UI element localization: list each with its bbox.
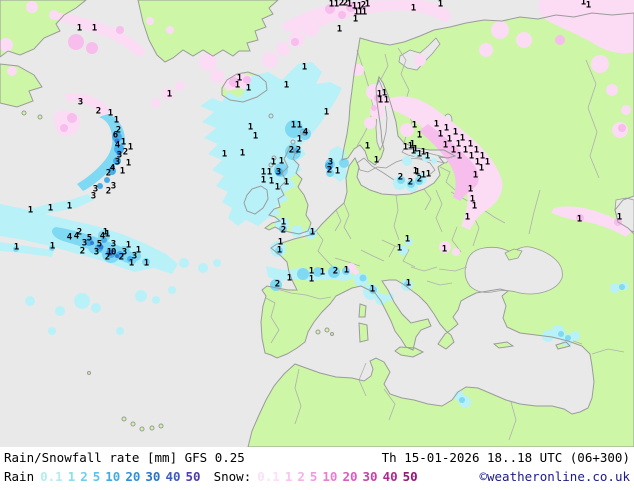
snow-mid-layer — [60, 2, 626, 226]
copyright-text: ©weatheronline.co.uk — [479, 469, 630, 484]
borders — [265, 47, 625, 441]
scale-value: 30 — [145, 469, 161, 484]
crimea — [504, 248, 523, 261]
scale-value: 50 — [402, 469, 418, 484]
legend-bar: Rain/Snowfall rate [mm] GFS 0.25 Th 15-0… — [0, 447, 634, 490]
map-svg — [0, 0, 634, 447]
scale-value: 2 — [297, 469, 305, 484]
scale-value: 1 — [67, 469, 76, 484]
scale-value: 40 — [382, 469, 398, 484]
rain-mid-layer — [13, 114, 625, 403]
map-datetime: Th 15-01-2026 18..18 UTC (06+300) — [381, 450, 630, 465]
scale-value: 10 — [322, 469, 338, 484]
scale-value: 20 — [125, 469, 141, 484]
scale-value: 2 — [80, 469, 88, 484]
scale-value: 50 — [185, 469, 201, 484]
scale-value: 40 — [165, 469, 181, 484]
scale-value: 10 — [105, 469, 121, 484]
scale-value: 0.1 — [257, 469, 280, 484]
scale-value: 20 — [342, 469, 358, 484]
snow-scale-label: Snow: — [213, 469, 252, 484]
map-title: Rain/Snowfall rate [mm] GFS 0.25 — [4, 450, 245, 465]
rain-scale-label: Rain — [4, 469, 35, 484]
scale-value: 1 — [284, 469, 293, 484]
scale-value: 0.1 — [40, 469, 63, 484]
rain-scale-values: 0.1 1 2 5 10 20 30 40 50 — [40, 469, 205, 484]
scale-value: 5 — [92, 469, 101, 484]
snow-scale-values: 0.1 1 2 5 10 20 30 40 50 — [257, 469, 422, 484]
scale-value: 5 — [309, 469, 318, 484]
rain-dark-layer — [90, 138, 332, 258]
scale-value: 30 — [362, 469, 378, 484]
